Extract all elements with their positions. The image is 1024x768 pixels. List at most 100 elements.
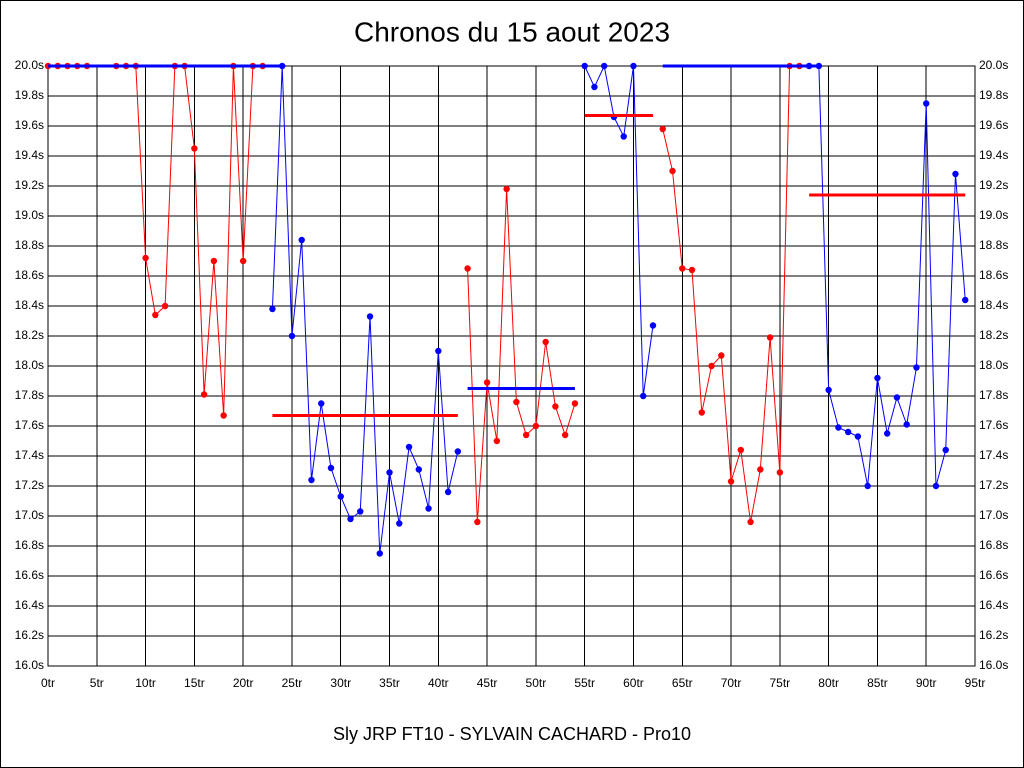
y2-tick-label: 20.0s [979,58,1008,72]
lap-point [640,392,647,400]
lap-point [571,400,579,407]
lap-point [298,236,305,244]
lap-point [532,422,540,430]
lap-point [366,313,374,320]
lap-point [435,347,442,355]
x-tick-label: 45tr [477,676,498,690]
series-line [584,64,654,397]
y2-tick-label: 16.6s [979,568,1008,582]
y2-tick-label: 17.6s [979,418,1008,432]
lap-point [210,257,218,265]
y2-tick-label: 19.4s [979,148,1008,162]
y-tick-label: 17.8s [15,388,44,402]
y2-tick-label: 18.4s [979,298,1008,312]
lap-point [386,469,393,476]
lap-point [698,409,705,416]
y-tick-label: 19.2s [15,178,44,192]
y2-tick-label: 19.6s [979,118,1008,132]
lap-point [883,430,891,437]
lap-point [581,62,588,70]
x-axis-label: Sly JRP FT10 - SYLVAIN CACHARD - Pro10 [333,724,691,744]
x-tick-label: 25tr [282,676,303,690]
lap-point [757,466,764,473]
series-line [467,188,576,523]
lap-point [152,311,159,319]
y2-tick-label: 19.0s [979,208,1008,222]
y-tick-label: 18.4s [15,298,44,312]
y2-tick-label: 16.0s [979,658,1008,672]
y2-tick-label: 16.4s [979,598,1008,612]
x-tick-label: 5tr [90,676,104,690]
lap-point [269,305,276,313]
y-tick-label: 16.0s [15,658,44,672]
x-tick-label: 80tr [818,676,839,690]
lap-point [483,379,491,386]
y-tick-label: 17.6s [15,418,44,432]
y-tick-label: 17.2s [15,478,44,492]
y-tick-label: 17.4s [15,448,44,462]
lap-point [962,296,969,304]
y2-tick-label: 19.2s [979,178,1008,192]
y2-tick-label: 16.8s [979,538,1008,552]
x-tick-label: 30tr [330,676,351,690]
lap-point [415,466,422,473]
x-tick-label: 60tr [623,676,644,690]
lap-point [357,508,364,515]
lap-point [601,62,608,70]
y2-tick-label: 18.6s [979,268,1008,282]
x-tick-label: 40tr [428,676,449,690]
y-tick-label: 16.2s [15,628,44,642]
lap-point [825,386,832,394]
y2-tick-label: 17.0s [979,508,1008,522]
lap-point [620,133,627,140]
lap-point [161,302,169,310]
lap-point [542,338,549,346]
lap-point [913,364,920,371]
x-tick-label: 85tr [867,676,888,690]
x-tick-label: 95tr [965,676,986,690]
x-tick-label: 55tr [574,676,595,690]
x-tick-label: 65tr [672,676,693,690]
y-tick-label: 18.6s [15,268,44,282]
lap-point [444,488,452,496]
lap-point [893,394,901,401]
x-tick-label: 75tr [769,676,790,690]
plot-frame [47,65,976,667]
lap-point [200,391,208,398]
lap-point [923,100,930,107]
lap-point [649,322,657,329]
lap-point [347,515,354,523]
x-tick-label: 20tr [233,676,254,690]
y2-tick-label: 16.2s [979,628,1008,642]
lap-point [522,431,530,439]
x-tick-label: 15tr [184,676,205,690]
lap-point [318,400,325,407]
x-tick-label: 90tr [916,676,937,690]
y-tick-label: 18.8s [15,238,44,252]
y2-tick-label: 17.2s [979,478,1008,492]
lap-point [591,83,598,91]
lap-point [903,421,910,428]
chart-title: Chronos du 15 aout 2023 [354,16,670,47]
lap-point [679,265,686,272]
lap-point [425,505,432,512]
lap-point [942,446,949,454]
x-tick-label: 10tr [135,676,156,690]
y2-tick-label: 18.2s [979,328,1008,342]
lap-point [659,125,666,133]
y-tick-label: 19.6s [15,118,44,132]
lap-point [766,334,774,341]
x-tick-label: 50tr [526,676,547,690]
x-tick-label: 0tr [41,676,55,690]
lap-point [405,443,413,451]
lap-point [864,482,871,490]
x-tick-label: 35tr [379,676,400,690]
lap-point [747,518,754,526]
y2-tick-label: 17.4s [979,448,1008,462]
y-tick-label: 18.2s [15,328,44,342]
lap-point [308,476,315,484]
lap-point [932,482,940,490]
lap-point [191,145,198,152]
